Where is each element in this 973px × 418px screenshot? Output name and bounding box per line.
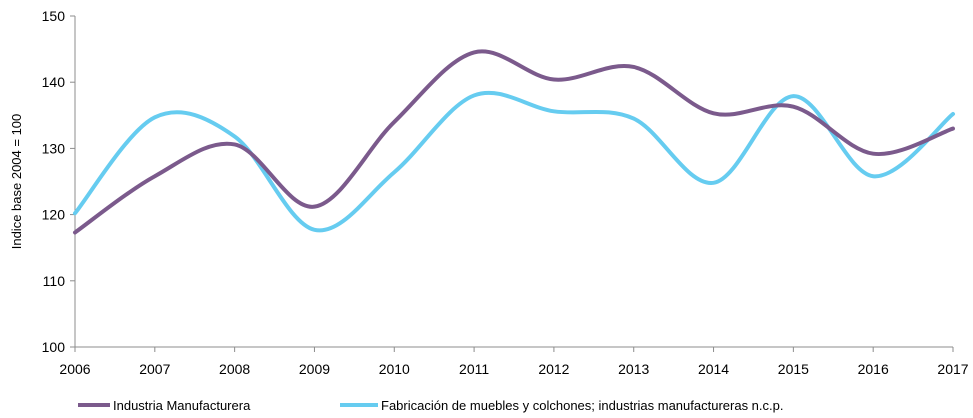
y-tick-label: 110 <box>43 273 66 289</box>
series-line-industria-manufacturera <box>73 49 955 235</box>
y-axis-ticks: 100 110 120 130 140 150 <box>42 8 75 355</box>
x-tick-label: 2012 <box>538 361 569 377</box>
y-tick-label: 140 <box>42 74 66 90</box>
x-tick-label: 2006 <box>59 361 90 377</box>
legend: Industria Manufacturera Fabricación de m… <box>78 398 783 413</box>
y-tick-label: 130 <box>42 140 66 156</box>
x-tick-label: 2013 <box>618 361 649 377</box>
x-tick-label: 2008 <box>219 361 250 377</box>
x-tick-label: 2015 <box>778 361 809 377</box>
x-tick-label: 2014 <box>698 361 729 377</box>
series-line-fabricacion-muebles <box>73 90 955 233</box>
legend-label-fabricacion-muebles: Fabricación de muebles y colchones; indu… <box>381 398 783 413</box>
y-tick-label: 150 <box>42 8 66 24</box>
x-axis-ticks: 2006 2007 2008 2009 2010 2011 2012 2013 2014 2015… <box>59 347 969 377</box>
legend-label-industria-manufacturera: Industria Manufacturera <box>113 398 251 413</box>
x-tick-label: 2017 <box>937 361 968 377</box>
x-tick-label: 2011 <box>459 361 489 377</box>
y-tick-label: 100 <box>42 339 66 355</box>
x-tick-label: 2016 <box>858 361 889 377</box>
x-tick-label: 2009 <box>299 361 330 377</box>
y-axis-title: Indice base 2004 = 100 <box>9 114 24 250</box>
series-lines <box>73 49 955 235</box>
x-tick-label: 2010 <box>379 361 410 377</box>
x-tick-label: 2007 <box>139 361 170 377</box>
y-tick-label: 120 <box>42 207 66 223</box>
axes <box>74 16 953 348</box>
